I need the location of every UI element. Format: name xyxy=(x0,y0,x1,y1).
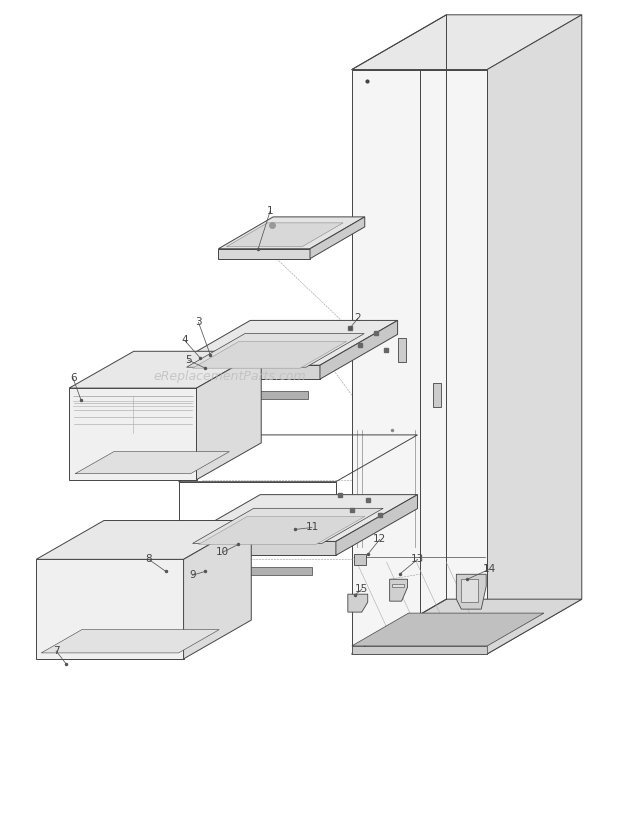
Polygon shape xyxy=(172,320,397,366)
Polygon shape xyxy=(184,520,251,659)
Text: 4: 4 xyxy=(181,335,188,346)
Polygon shape xyxy=(352,613,544,646)
Polygon shape xyxy=(320,320,397,379)
Polygon shape xyxy=(456,574,486,609)
Polygon shape xyxy=(336,495,417,556)
Polygon shape xyxy=(389,579,407,601)
Polygon shape xyxy=(218,249,310,259)
Text: 10: 10 xyxy=(216,547,229,557)
Text: 7: 7 xyxy=(53,646,60,656)
Polygon shape xyxy=(433,383,441,407)
Text: 15: 15 xyxy=(355,584,368,595)
Polygon shape xyxy=(193,342,347,368)
Text: 11: 11 xyxy=(306,523,319,533)
Polygon shape xyxy=(461,579,478,602)
Polygon shape xyxy=(41,629,219,653)
Polygon shape xyxy=(352,600,582,654)
Polygon shape xyxy=(487,15,582,654)
Polygon shape xyxy=(179,495,417,542)
Polygon shape xyxy=(352,15,582,69)
Text: 12: 12 xyxy=(373,534,386,544)
Text: 5: 5 xyxy=(185,356,192,366)
Text: 8: 8 xyxy=(146,554,152,564)
Polygon shape xyxy=(187,333,365,367)
Polygon shape xyxy=(226,222,343,246)
Polygon shape xyxy=(75,452,229,474)
Polygon shape xyxy=(69,388,197,480)
Polygon shape xyxy=(197,351,261,480)
Polygon shape xyxy=(36,559,184,659)
Polygon shape xyxy=(182,391,308,399)
Polygon shape xyxy=(310,217,365,259)
Polygon shape xyxy=(352,646,487,654)
Polygon shape xyxy=(174,567,312,576)
Text: 3: 3 xyxy=(195,318,202,327)
Polygon shape xyxy=(193,509,383,543)
Polygon shape xyxy=(392,584,404,587)
Text: 2: 2 xyxy=(355,313,361,323)
Polygon shape xyxy=(352,69,487,654)
Polygon shape xyxy=(36,520,251,559)
Text: 14: 14 xyxy=(482,564,496,574)
Text: 6: 6 xyxy=(70,373,76,383)
Polygon shape xyxy=(218,217,365,249)
Polygon shape xyxy=(179,542,336,556)
Text: 13: 13 xyxy=(411,554,424,564)
Polygon shape xyxy=(172,366,320,379)
Polygon shape xyxy=(348,594,368,612)
Text: eReplacementParts.com: eReplacementParts.com xyxy=(153,370,306,383)
Polygon shape xyxy=(198,516,365,544)
Polygon shape xyxy=(354,554,366,566)
Polygon shape xyxy=(69,351,261,388)
Polygon shape xyxy=(397,338,405,362)
Text: 9: 9 xyxy=(189,571,196,581)
Text: 1: 1 xyxy=(267,206,273,216)
